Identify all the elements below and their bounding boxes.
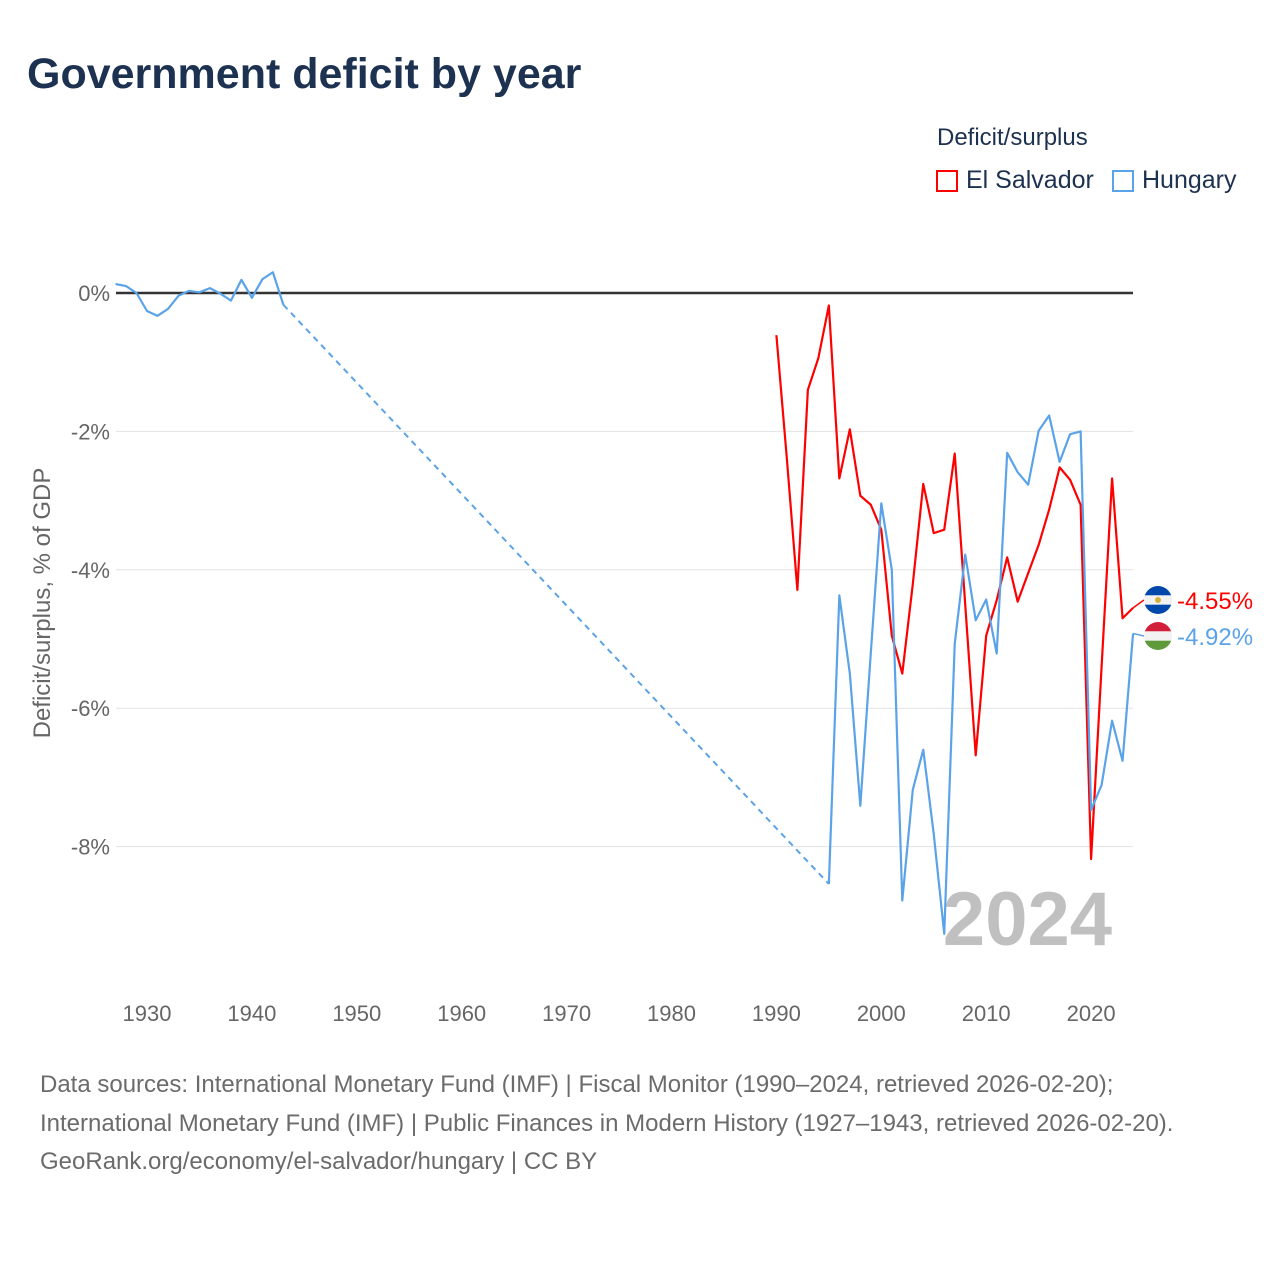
end-connector	[1132, 599, 1145, 609]
legend-item-el-salvador[interactable]: El Salvador	[936, 166, 1094, 195]
source-link[interactable]: GeoRank.org/economy/el-salvador/hungary …	[40, 1148, 598, 1175]
end-value-label: -4.92%	[1177, 624, 1253, 651]
legend-label: Hungary	[1142, 166, 1237, 194]
end-connector	[1132, 632, 1145, 637]
data-sources: Data sources: International Monetary Fun…	[40, 1071, 1174, 1137]
el-salvador-flag-icon	[1144, 586, 1172, 614]
end-value-label: -4.55%	[1177, 588, 1253, 615]
x-tick-label: 1980	[647, 1001, 696, 1026]
year-watermark: 2024	[943, 877, 1112, 962]
x-tick-label: 1930	[123, 1001, 172, 1026]
x-tick-label: 2020	[1067, 1001, 1116, 1026]
x-tick-label: 1940	[227, 1001, 276, 1026]
chart-title: Government deficit by year	[27, 50, 582, 98]
y-tick-label: -6%	[71, 696, 110, 721]
legend-title: Deficit/surplus	[937, 124, 1088, 151]
x-tick-label: 2000	[857, 1001, 906, 1026]
y-tick-label: -8%	[71, 835, 110, 860]
x-tick-label: 1970	[542, 1001, 591, 1026]
series-line-el-salvador[interactable]	[775, 304, 1134, 861]
x-tick-label: 1960	[437, 1001, 486, 1026]
y-axis-title: Deficit/surplus, % of GDP	[29, 468, 56, 739]
series-gap-hungary	[282, 304, 830, 885]
series-line-hungary[interactable]	[115, 271, 1135, 935]
x-tick-label: 1990	[752, 1001, 801, 1026]
x-tick-label: 1950	[332, 1001, 381, 1026]
footer: Data sources: International Monetary Fun…	[40, 1066, 1240, 1182]
y-tick-label: -4%	[71, 558, 110, 583]
legend-swatch-hungary	[1112, 169, 1134, 192]
plot-area: 0% -2% -4% -6% -8% 1930 1940 1950 1960 1970 1980 19…	[29, 271, 1253, 1026]
legend-swatch-el-salvador	[936, 169, 958, 192]
hungary-flag-icon	[1144, 622, 1172, 650]
legend-label: El Salvador	[966, 166, 1094, 194]
legend-item-hungary[interactable]: Hungary	[1112, 166, 1237, 195]
y-tick-label: 0%	[78, 281, 110, 306]
y-tick-label: -2%	[71, 419, 110, 444]
x-tick-label: 2010	[962, 1001, 1011, 1026]
